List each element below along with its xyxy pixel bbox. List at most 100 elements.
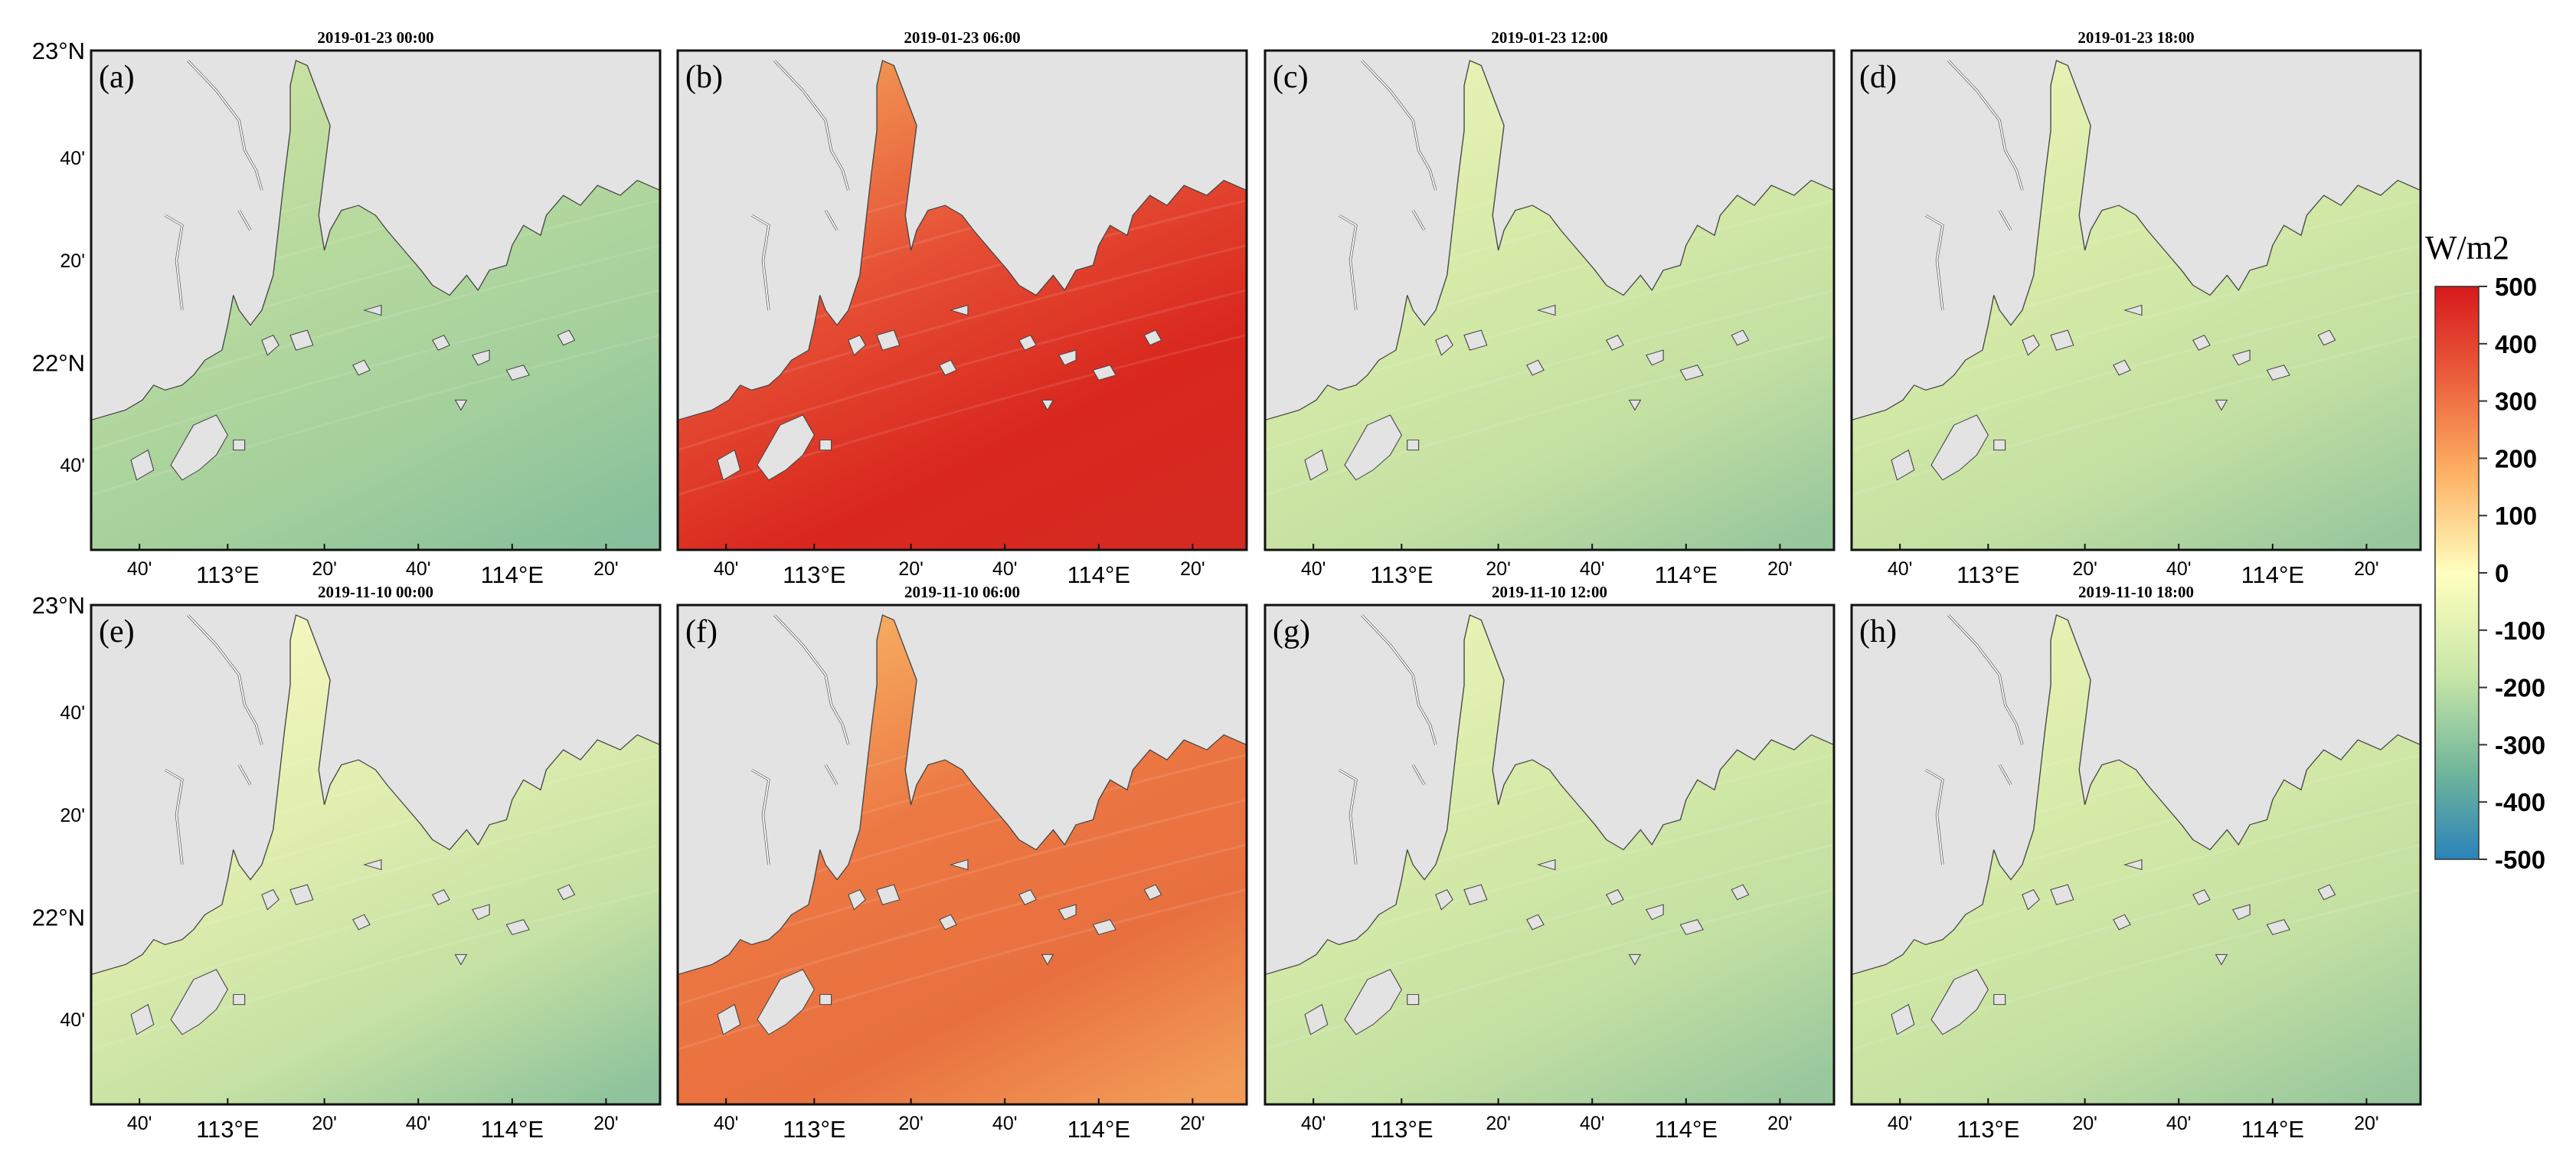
lon-tick-label: 40' [127,1113,152,1134]
panel-frame [1850,604,2422,1106]
lon-tick-label: 114°E [1067,561,1131,588]
panel-title: 2019-11-10 06:00 [904,583,1020,601]
island [848,334,866,356]
island [1731,329,1750,346]
colorbar-tick-label: 500 [2495,273,2537,301]
map-panel: 2019-11-10 06:00 (f) 40' 113°E 20' 40' 114°E 20… [676,583,1248,1143]
contour-band [677,888,1247,1051]
island [432,888,450,905]
contour-band [1264,334,1835,496]
lon-tick-label: 20' [898,1113,924,1134]
island [1092,919,1116,935]
lon-tick-label: 113°E [1957,561,2020,588]
island [261,334,280,356]
lon-tick-label: 40' [1301,558,1326,580]
island [432,334,450,351]
island [1930,969,1989,1035]
lon-tick-label: 113°E [1957,1116,2020,1143]
map-panel: 2019-01-23 00:00 (a) 40' 113°E 20' 40' 114°E 20… [32,28,662,588]
panel-label: (b) [685,60,723,95]
contour-band [90,843,661,1006]
island [819,994,832,1006]
colorbar-tick-label: -200 [2495,674,2545,702]
island [557,329,576,346]
land-mass [90,50,661,421]
lon-tick-label: 114°E [2241,561,2305,588]
lon-tick-label: 40' [992,558,1018,580]
island [1536,859,1556,871]
island [939,914,957,931]
island [717,449,741,481]
panel-frame [1263,49,1836,551]
island [1018,334,1037,351]
island [2192,334,2211,351]
island [1628,954,1642,966]
contour-band [90,888,661,1051]
island [1143,884,1162,901]
river-channel-inner [1339,60,1437,311]
river-channel-inner [1339,614,1437,865]
island [757,414,815,481]
colorbar-tick-label: 400 [2495,330,2537,358]
island [170,414,228,481]
panel-label: (e) [99,614,135,649]
colorbar-gradient [2434,286,2480,860]
land-mass [677,604,1247,976]
lat-tick-label: 40' [60,148,85,169]
contour-band [90,334,661,496]
island [1041,954,1054,966]
lon-tick-label: 40' [714,558,739,580]
island [2232,904,2251,921]
lat-tick-label: 40' [60,702,85,724]
island [2123,859,2143,871]
lon-tick-label: 20' [593,558,619,580]
panel-label: (d) [1859,60,1897,95]
land-mass [1264,50,1835,421]
island [2050,884,2074,905]
island [2266,365,2290,381]
panel-frame [676,49,1248,551]
island [2113,359,2131,376]
river-channel-inner [165,60,263,311]
lon-tick-label: 114°E [2241,1116,2305,1143]
lon-tick-label: 40' [1888,558,1913,580]
panel-label: (c) [1273,60,1309,95]
map-panel: 2019-11-10 00:00 (e) 40' 113°E 20' 40' 114°E 20… [32,583,662,1143]
island [1891,449,1915,481]
island [557,884,576,901]
island [2113,914,2131,931]
island [757,969,815,1035]
lon-tick-label: 20' [1180,558,1205,580]
panel-label: (a) [99,60,135,95]
lon-tick-label: 20' [2072,558,2097,580]
land-mass [1264,604,1835,976]
island [454,399,468,411]
lon-tick-label: 40' [714,1113,739,1134]
island [2266,919,2290,935]
island [233,440,246,451]
panel-title: 2019-11-10 00:00 [318,583,433,601]
island [2123,304,2143,316]
lon-tick-label: 40' [2166,1113,2192,1134]
lon-tick-label: 113°E [783,561,846,588]
lat-tick-label: 23°N [32,592,85,619]
panel-frame [676,604,1248,1106]
lon-tick-label: 40' [1580,1113,1605,1134]
island [876,329,901,351]
lon-tick-label: 20' [312,558,337,580]
lon-tick-label: 113°E [1370,561,1433,588]
island [1526,914,1545,931]
contour-band [1264,843,1835,1006]
lat-tick-label: 40' [60,1009,85,1031]
island [2022,888,2040,911]
island [1344,414,1402,481]
island [1407,994,1420,1006]
contour-band [1851,843,2421,1006]
island [1463,884,1488,905]
island [130,1003,155,1035]
island [1058,349,1077,366]
island [454,954,468,966]
island [505,919,530,935]
colorbar-tick-label: 200 [2495,444,2537,473]
river-channel-inner [165,614,263,865]
